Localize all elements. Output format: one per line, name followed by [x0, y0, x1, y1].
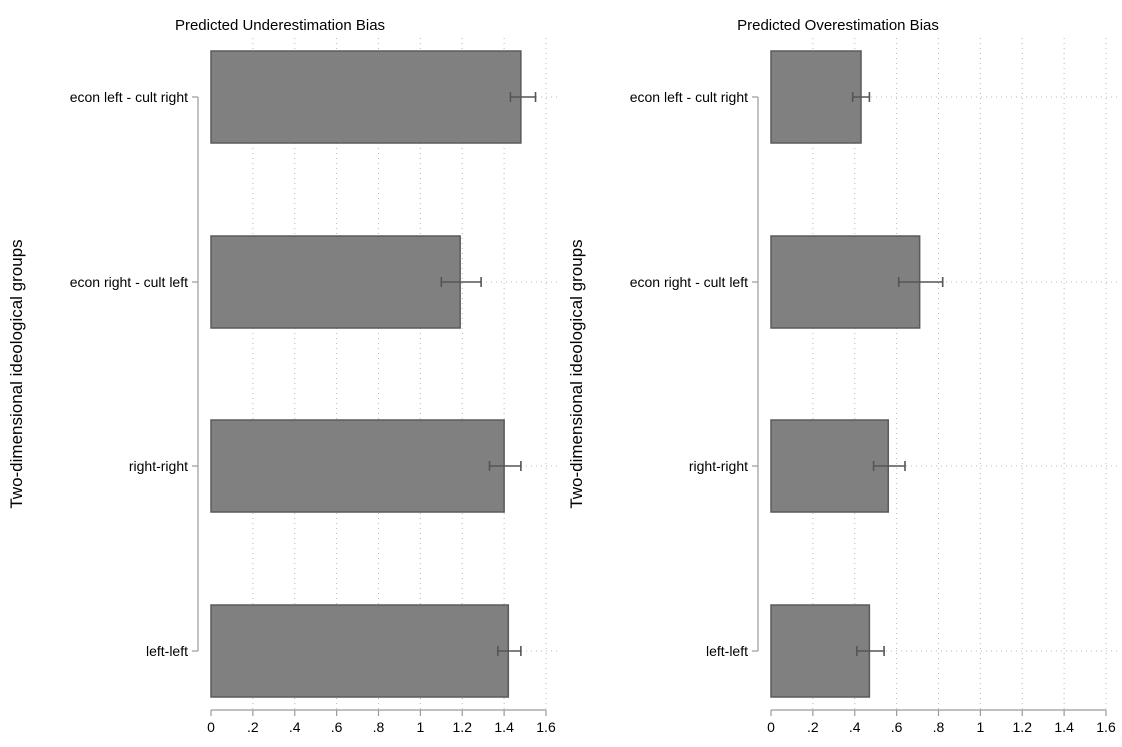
bar [770, 604, 871, 698]
y-tick-label: right-right [129, 458, 188, 474]
bar [770, 235, 921, 329]
x-tick-label: .2 [807, 719, 819, 735]
x-tick-label: .8 [933, 719, 945, 735]
y-tick-label: econ right - cult left [630, 274, 748, 290]
x-tick-label: .6 [891, 719, 903, 735]
x-tick-label: 1.2 [1013, 719, 1033, 735]
x-tick-label: 1 [976, 719, 984, 735]
bar [210, 604, 510, 698]
bar [770, 50, 862, 144]
overestimation-panel: Predicted Overestimation Bias Two-dimens… [567, 17, 1118, 735]
x-tick-label: .6 [331, 719, 343, 735]
y-axis-title: Two-dimensional ideological groups [7, 239, 26, 508]
x-tick-label: 1.2 [453, 719, 473, 735]
bar [210, 419, 505, 513]
chart-title: Predicted Underestimation Bias [175, 17, 385, 34]
y-tick-label: right-right [689, 458, 748, 474]
bar [210, 50, 522, 144]
x-tick-label: 1 [416, 719, 424, 735]
x-tick-label: 0 [767, 719, 775, 735]
underestimation-panel: Predicted Underestimation Bias Two-dimen… [7, 17, 558, 735]
bar [210, 235, 461, 329]
y-tick-label: econ left - cult right [70, 89, 188, 105]
x-tick-label: 1.6 [536, 719, 556, 735]
x-tick-label: 0 [207, 719, 215, 735]
bar [770, 419, 889, 513]
y-tick-label: econ right - cult left [70, 274, 188, 290]
chart-title: Predicted Overestimation Bias [737, 17, 939, 34]
y-tick-label: left-left [146, 643, 188, 659]
x-tick-label: .4 [289, 719, 301, 735]
x-tick-label: 1.6 [1096, 719, 1116, 735]
x-tick-label: 1.4 [1054, 719, 1074, 735]
x-tick-label: .4 [849, 719, 861, 735]
y-tick-label: left-left [706, 643, 748, 659]
y-tick-label: econ left - cult right [630, 89, 748, 105]
y-axis-title: Two-dimensional ideological groups [567, 239, 586, 508]
x-tick-label: .2 [247, 719, 259, 735]
x-tick-label: 1.4 [494, 719, 514, 735]
x-tick-label: .8 [373, 719, 385, 735]
